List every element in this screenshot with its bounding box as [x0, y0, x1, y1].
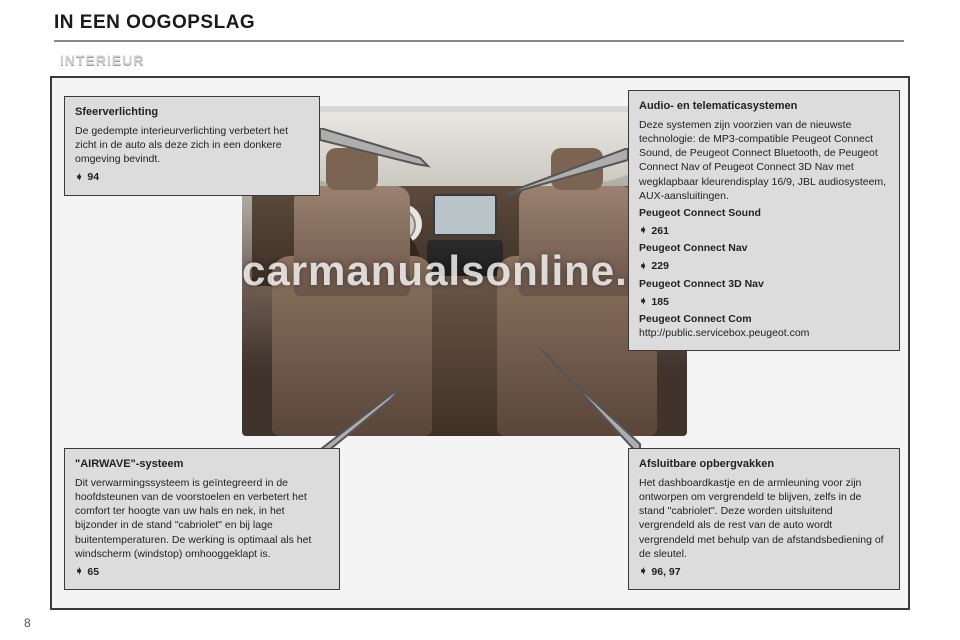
content-frame: carmanualsonline.info Sfeerverlichting D… [50, 76, 910, 610]
callout-body: De gedempte interieurverlichting verbete… [75, 124, 309, 167]
page-ref: ➧ 94 [75, 170, 309, 184]
ref-arrow-icon: ➧ [639, 224, 647, 238]
ref-number: 185 [651, 295, 669, 309]
page-title: IN EEN OOGOPSLAG [54, 12, 255, 34]
leader-lock [532, 348, 642, 458]
audio-item-name: Peugeot Connect Nav [639, 241, 889, 255]
callout-heading: Audio- en telematicasystemen [639, 99, 889, 114]
page-ref: ➧ 65 [75, 565, 329, 579]
audio-item-url: http://public.servicebox.peugeot.com [639, 326, 889, 340]
callout-airwave: "AIRWAVE"-systeem Dit verwarmingssysteem… [64, 448, 340, 590]
nav-screen [433, 194, 497, 236]
callout-heading: "AIRWAVE"-systeem [75, 457, 329, 472]
callout-body: Het dashboardkastje en de armleuning voo… [639, 476, 889, 561]
callout-heading: Sfeerverlichting [75, 105, 309, 120]
title-underline [54, 40, 904, 42]
page-ref: ➧ 96, 97 [639, 565, 889, 579]
audio-item-name: Peugeot Connect Com [639, 312, 889, 326]
ref-arrow-icon: ➧ [75, 565, 83, 579]
ref-arrow-icon: ➧ [75, 171, 83, 185]
ref-arrow-icon: ➧ [639, 565, 647, 579]
ref-arrow-icon: ➧ [639, 295, 647, 309]
callout-body: Dit verwarmingssysteem is geïntegreerd i… [75, 476, 329, 561]
callout-audio-telematics: Audio- en telematicasystemen Deze system… [628, 90, 900, 351]
page-ref: ➧ 261 [639, 224, 889, 238]
ref-number: 229 [651, 259, 669, 273]
leader-ambient [320, 128, 440, 178]
leader-audio [500, 148, 630, 198]
audio-item-name: Peugeot Connect Sound [639, 206, 889, 220]
callout-ambient-lighting: Sfeerverlichting De gedempte interieurve… [64, 96, 320, 196]
callout-heading: Afsluitbare opbergvakken [639, 457, 889, 472]
section-title: INTERIEUR [60, 52, 144, 68]
callout-body: Deze systemen zijn voorzien van de nieuw… [639, 118, 889, 203]
page-ref: ➧ 185 [639, 295, 889, 309]
callout-lockable-storage: Afsluitbare opbergvakken Het dashboardka… [628, 448, 900, 590]
ref-number: 94 [87, 170, 99, 184]
page-number: 8 [24, 616, 31, 630]
audio-item-name: Peugeot Connect 3D Nav [639, 277, 889, 291]
center-tunnel [423, 276, 507, 436]
ref-arrow-icon: ➧ [639, 260, 647, 274]
page-ref: ➧ 229 [639, 259, 889, 273]
ref-number: 96, 97 [651, 565, 680, 579]
ref-number: 261 [651, 224, 669, 238]
ref-number: 65 [87, 565, 99, 579]
